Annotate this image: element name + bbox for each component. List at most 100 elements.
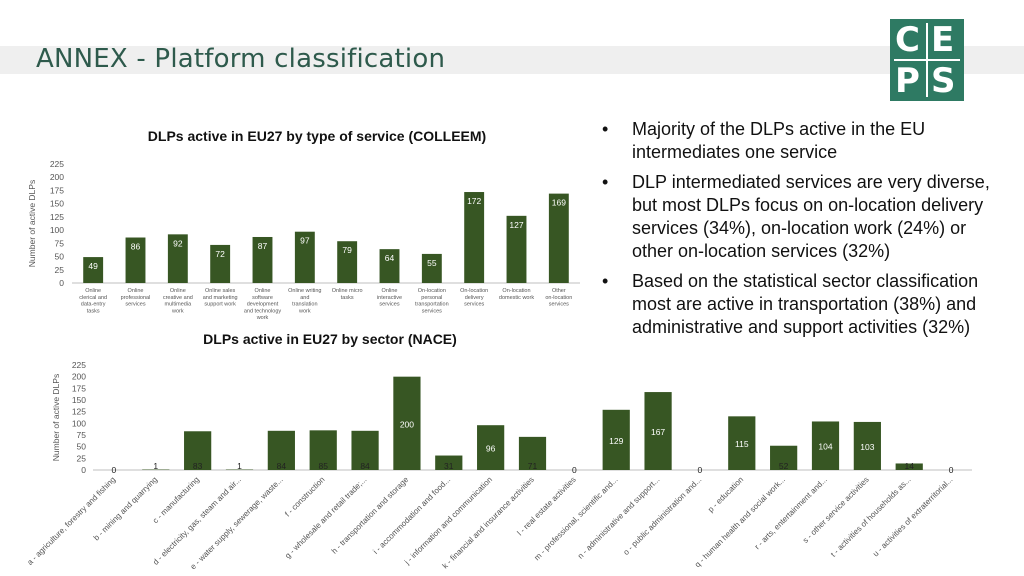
data-label: 172 — [467, 196, 481, 206]
data-label: 14 — [904, 461, 914, 471]
x-tick-label-line: work — [298, 308, 311, 314]
x-tick-label-line: on-location — [545, 295, 572, 301]
bar — [167, 234, 188, 283]
data-label: 71 — [528, 461, 538, 471]
y-tick-label: 75 — [77, 430, 87, 440]
bar — [252, 236, 273, 283]
data-label: 127 — [509, 220, 523, 230]
x-tick-label: On-location domestic work — [499, 288, 534, 301]
bar — [83, 257, 104, 283]
y-tick-label: 25 — [55, 265, 65, 275]
logo-letter-p: P — [895, 61, 920, 101]
bullet-text: DLP intermediated services are very dive… — [632, 172, 990, 261]
bar — [506, 215, 527, 283]
x-tick-label-line: creative and — [163, 295, 193, 301]
data-label: 86 — [131, 242, 141, 252]
data-label: 49 — [88, 261, 98, 271]
x-tick-label: Online clerical and data-entry tasks — [79, 288, 107, 314]
bar — [267, 430, 295, 470]
bar — [379, 249, 400, 283]
x-tick-label-line: Online — [128, 288, 144, 294]
data-label: 167 — [651, 427, 665, 437]
y-tick-label: 200 — [50, 172, 64, 182]
x-tick-label-line: and — [300, 295, 309, 301]
x-tick-label-line: development — [247, 302, 279, 308]
x-tick-label: Other on-location services — [545, 288, 572, 308]
bullet-item: • DLP intermediated services are very div… — [600, 171, 1000, 263]
logo-letter-s: S — [931, 61, 956, 101]
x-tick-label: On-location personal transportation service… — [415, 288, 449, 314]
bar — [294, 231, 315, 283]
data-label: 0 — [572, 465, 577, 475]
data-label: 115 — [735, 439, 749, 449]
chart-title: DLPs active in EU27 by type of service (… — [148, 128, 486, 144]
bar — [644, 392, 672, 470]
y-tick-label: 125 — [50, 212, 64, 222]
bar — [602, 409, 630, 470]
data-label: 104 — [818, 442, 832, 452]
x-tick-label-line: translation — [292, 302, 317, 308]
bar — [853, 421, 881, 470]
data-label: 1 — [153, 461, 158, 471]
x-tick-label-line: Online — [382, 288, 398, 294]
bar — [518, 436, 547, 470]
data-label: 169 — [552, 198, 566, 208]
x-tick-label: t - activities of households as... — [829, 475, 913, 559]
y-tick-label: 200 — [72, 372, 86, 382]
x-tick-label: e - water supply, sewerage, waste... — [189, 475, 285, 571]
x-tick-label-line: Online micro — [332, 288, 363, 294]
data-label: 96 — [486, 444, 496, 454]
bar — [770, 445, 798, 470]
data-label: 52 — [779, 461, 789, 471]
title-band — [0, 46, 1024, 74]
x-tick-label: Online writing and translation work — [288, 288, 321, 314]
bullet-text: Based on the statistical sector classifi… — [632, 271, 979, 337]
bullet-dot: • — [602, 172, 609, 192]
summary-bullets: • Majority of the DLPs active in the EU i… — [600, 118, 1000, 346]
x-tick-label: q - human health and social work... — [693, 475, 787, 569]
bar — [895, 463, 923, 470]
data-label: 84 — [360, 461, 370, 471]
ceps-logo: C E P S — [890, 19, 964, 101]
x-tick-label-line: Online writing — [288, 288, 321, 294]
bar — [548, 193, 569, 283]
data-label: 97 — [300, 236, 310, 246]
x-tick-label: a - agriculture, forestry and fishing — [25, 475, 117, 567]
data-label: 84 — [277, 461, 287, 471]
y-tick-label: 225 — [50, 159, 64, 169]
x-tick-label: g - wholesale and retail trade;... — [283, 475, 368, 560]
y-tick-label: 50 — [77, 442, 87, 452]
data-label: 55 — [427, 258, 437, 268]
x-tick-label-line: services — [549, 302, 569, 308]
y-tick-label: 100 — [72, 418, 86, 428]
data-label: 129 — [609, 436, 623, 446]
x-tick-label: j - information and communication — [402, 475, 494, 567]
bar — [309, 430, 337, 470]
bullet-item: • Based on the statistical sector classif… — [600, 270, 1000, 339]
y-tick-label: 50 — [55, 252, 65, 262]
x-tick-label-line: Online sales — [205, 288, 236, 294]
bar — [337, 241, 358, 283]
x-tick-label: m - professional, scientific and... — [532, 475, 619, 562]
y-tick-label: 0 — [59, 278, 64, 288]
x-tick-label-line: transportation — [415, 302, 449, 308]
bullet-dot: • — [602, 119, 609, 139]
x-tick-label: h - transportation and storage — [330, 475, 411, 556]
x-tick-label: k - financial and insurance activities — [441, 475, 536, 570]
x-tick-label-line: services — [125, 302, 145, 308]
x-tick-label-line: interactive — [377, 295, 402, 301]
x-tick-label-line: and technology — [244, 308, 282, 314]
data-label: 200 — [400, 419, 414, 429]
logo-divider-horizontal — [894, 59, 960, 61]
bullet-item: • Majority of the DLPs active in the EU i… — [600, 118, 1000, 164]
x-tick-label-line: On-location — [502, 288, 530, 294]
bar — [728, 416, 756, 470]
x-tick-label-line: multimedia — [165, 302, 193, 308]
x-tick-label-line: services — [422, 308, 442, 314]
x-tick-label-line: work — [171, 308, 184, 314]
x-tick-label: n - administrative and support... — [576, 475, 662, 561]
x-tick-label-line: and marketing — [203, 295, 238, 301]
x-tick-label-line: delivery — [465, 295, 484, 301]
bar — [421, 253, 442, 283]
